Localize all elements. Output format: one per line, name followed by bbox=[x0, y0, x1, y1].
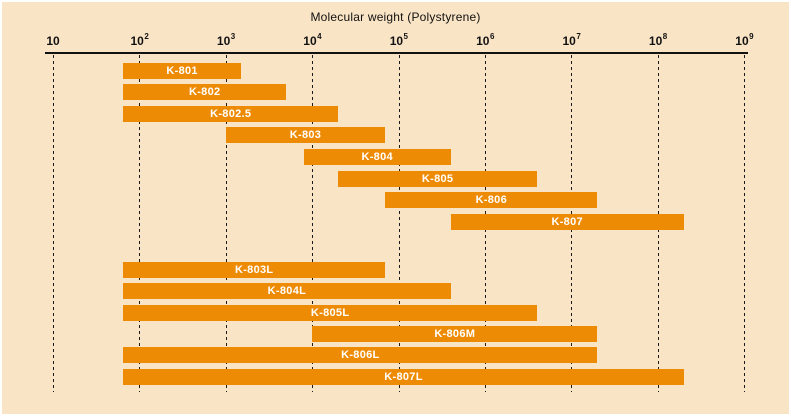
gridline-10e2 bbox=[139, 55, 141, 392]
bar-k-806l: K-806L bbox=[123, 347, 598, 363]
bar-k-803: K-803 bbox=[225, 127, 386, 143]
bar-label: K-806M bbox=[434, 328, 476, 340]
axis-tick-label-10e3: 103 bbox=[216, 32, 236, 49]
axis-tick-label-10e4: 104 bbox=[303, 32, 322, 49]
bar-label: K-807L bbox=[384, 371, 423, 383]
x-axis-line bbox=[45, 52, 748, 54]
bar-k-802: K-802 bbox=[123, 84, 287, 100]
bar-label: K-803 bbox=[289, 129, 322, 141]
axis-tick-label-10: 10 bbox=[46, 34, 60, 48]
bar-label: K-807 bbox=[551, 216, 583, 228]
bar-label: K-802.5 bbox=[210, 108, 252, 120]
bar-k-806: K-806 bbox=[385, 192, 598, 208]
bar-label: K-804L bbox=[267, 285, 307, 297]
bar-k-805l: K-805L bbox=[123, 305, 538, 321]
bar-k-805: K-805 bbox=[338, 171, 537, 187]
gridline-10e4 bbox=[312, 55, 314, 392]
bar-label: K-806 bbox=[475, 194, 508, 206]
gridline-10e3 bbox=[225, 55, 227, 392]
bar-label: K-805L bbox=[310, 307, 350, 319]
axis-tick-label-10e8: 108 bbox=[648, 32, 668, 49]
bar-k-804: K-804 bbox=[303, 149, 451, 165]
axis-tick-label-10e2: 102 bbox=[130, 32, 149, 49]
bar-k-807l: K-807L bbox=[123, 369, 684, 385]
bar-k-802-5: K-802.5 bbox=[123, 106, 339, 122]
bar-label: K-805 bbox=[421, 173, 454, 185]
axis-tick-label-10e9: 109 bbox=[735, 32, 754, 49]
bar-k-801: K-801 bbox=[123, 63, 241, 79]
axis-tick-label-10e5: 105 bbox=[389, 32, 408, 49]
bar-k-803l: K-803L bbox=[123, 262, 386, 278]
gridline-10e9 bbox=[744, 55, 746, 392]
bar-label: K-802 bbox=[188, 86, 221, 98]
gridline-10 bbox=[53, 55, 54, 392]
axis-tick-label-10e6: 106 bbox=[476, 32, 495, 49]
bar-k-807: K-807 bbox=[450, 214, 684, 230]
bar-label: K-804 bbox=[361, 151, 393, 163]
bar-k-806m: K-806M bbox=[312, 326, 598, 342]
axis-title: Molecular weight (Polystyrene) bbox=[310, 10, 481, 24]
bar-label: K-801 bbox=[166, 65, 198, 77]
bar-label: K-803L bbox=[234, 264, 274, 276]
bar-k-804l: K-804L bbox=[123, 283, 451, 299]
bar-label: K-806L bbox=[341, 349, 380, 361]
axis-tick-label-10e7: 107 bbox=[562, 32, 581, 49]
gridline-10e5 bbox=[398, 55, 400, 392]
